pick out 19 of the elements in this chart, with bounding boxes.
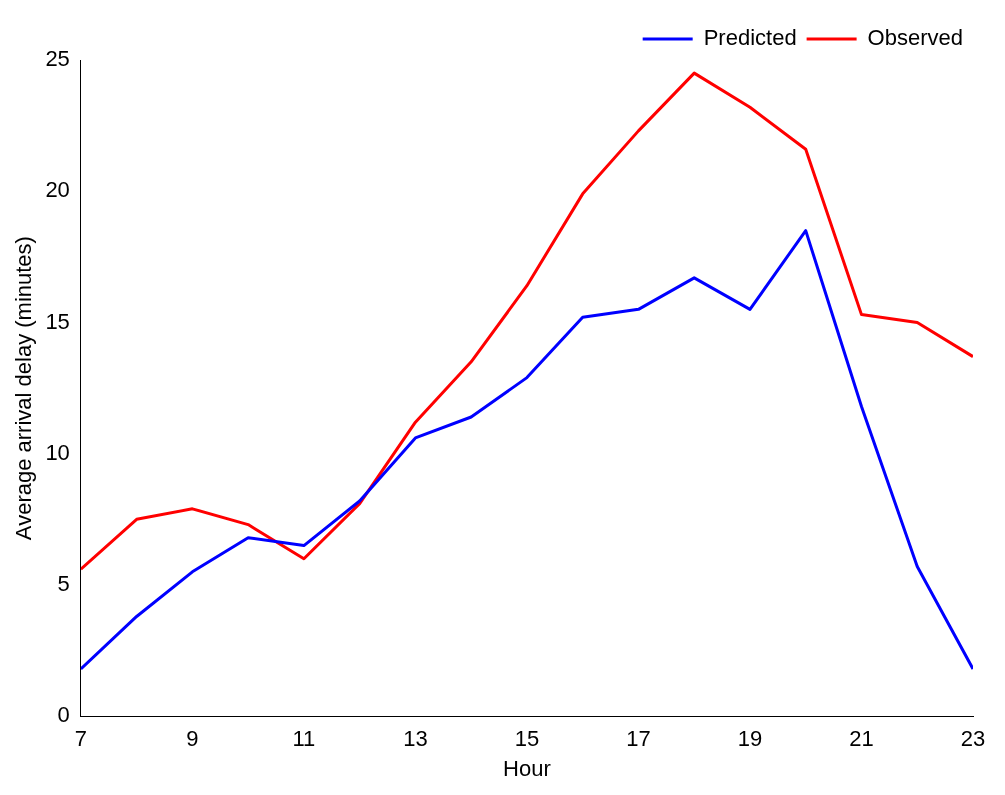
legend-label: Observed [867, 25, 964, 51]
x-tick-label: 13 [403, 726, 428, 752]
y-tick-label: 5 [57, 571, 70, 597]
y-tick-label: 0 [57, 702, 70, 728]
x-tick-label: 7 [74, 726, 87, 752]
x-tick-label: 11 [292, 726, 316, 752]
x-tick-label: 21 [849, 726, 874, 752]
x-tick-label: 15 [514, 726, 540, 752]
y-axis-title: Average arrival delay (minutes) [11, 236, 37, 541]
x-tick-label: 17 [626, 726, 651, 752]
y-tick-label: 20 [45, 177, 70, 203]
y-tick-label: 15 [45, 308, 70, 334]
x-axis-title: Hour [503, 755, 551, 781]
y-tick-label: 10 [45, 439, 70, 465]
legend-label: Predicted [703, 25, 797, 51]
x-tick-label: 19 [737, 726, 763, 752]
y-tick-label: 25 [45, 46, 70, 72]
x-tick-label: 23 [960, 726, 986, 752]
x-tick-label: 9 [186, 726, 199, 752]
